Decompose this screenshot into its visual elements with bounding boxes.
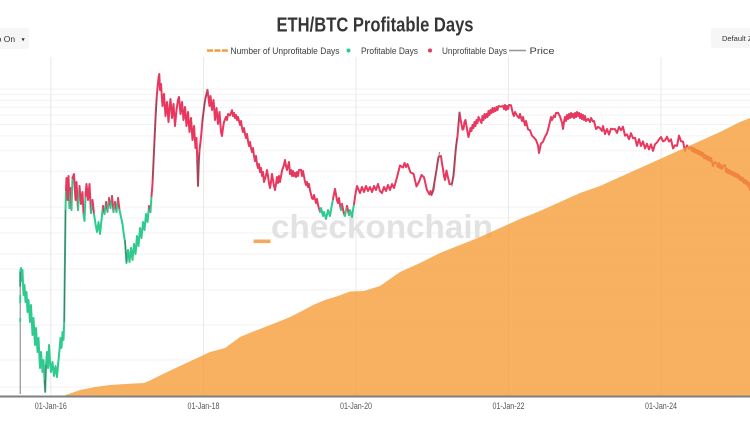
svg-text:01-Jan-24: 01-Jan-24 [645,401,677,411]
svg-text:Profitable Days: Profitable Days [361,46,418,56]
svg-text:Logo On: Logo On [0,34,15,44]
svg-text:Number of Unprofitable Days: Number of Unprofitable Days [231,46,340,56]
svg-text:checkonchain: checkonchain [271,209,493,246]
svg-text:01-Jan-20: 01-Jan-20 [340,401,372,411]
svg-text:01-Jan-22: 01-Jan-22 [493,401,525,411]
svg-text:ETH/BTC Profitable Days: ETH/BTC Profitable Days [277,14,474,37]
svg-text:01-Jan-16: 01-Jan-16 [35,401,67,411]
svg-text:01-Jan-18: 01-Jan-18 [188,401,220,411]
svg-text:Unprofitable Days: Unprofitable Days [442,46,507,56]
svg-text:Default Zoom: Default Zoom [722,34,750,43]
svg-text:Price: Price [530,46,555,56]
